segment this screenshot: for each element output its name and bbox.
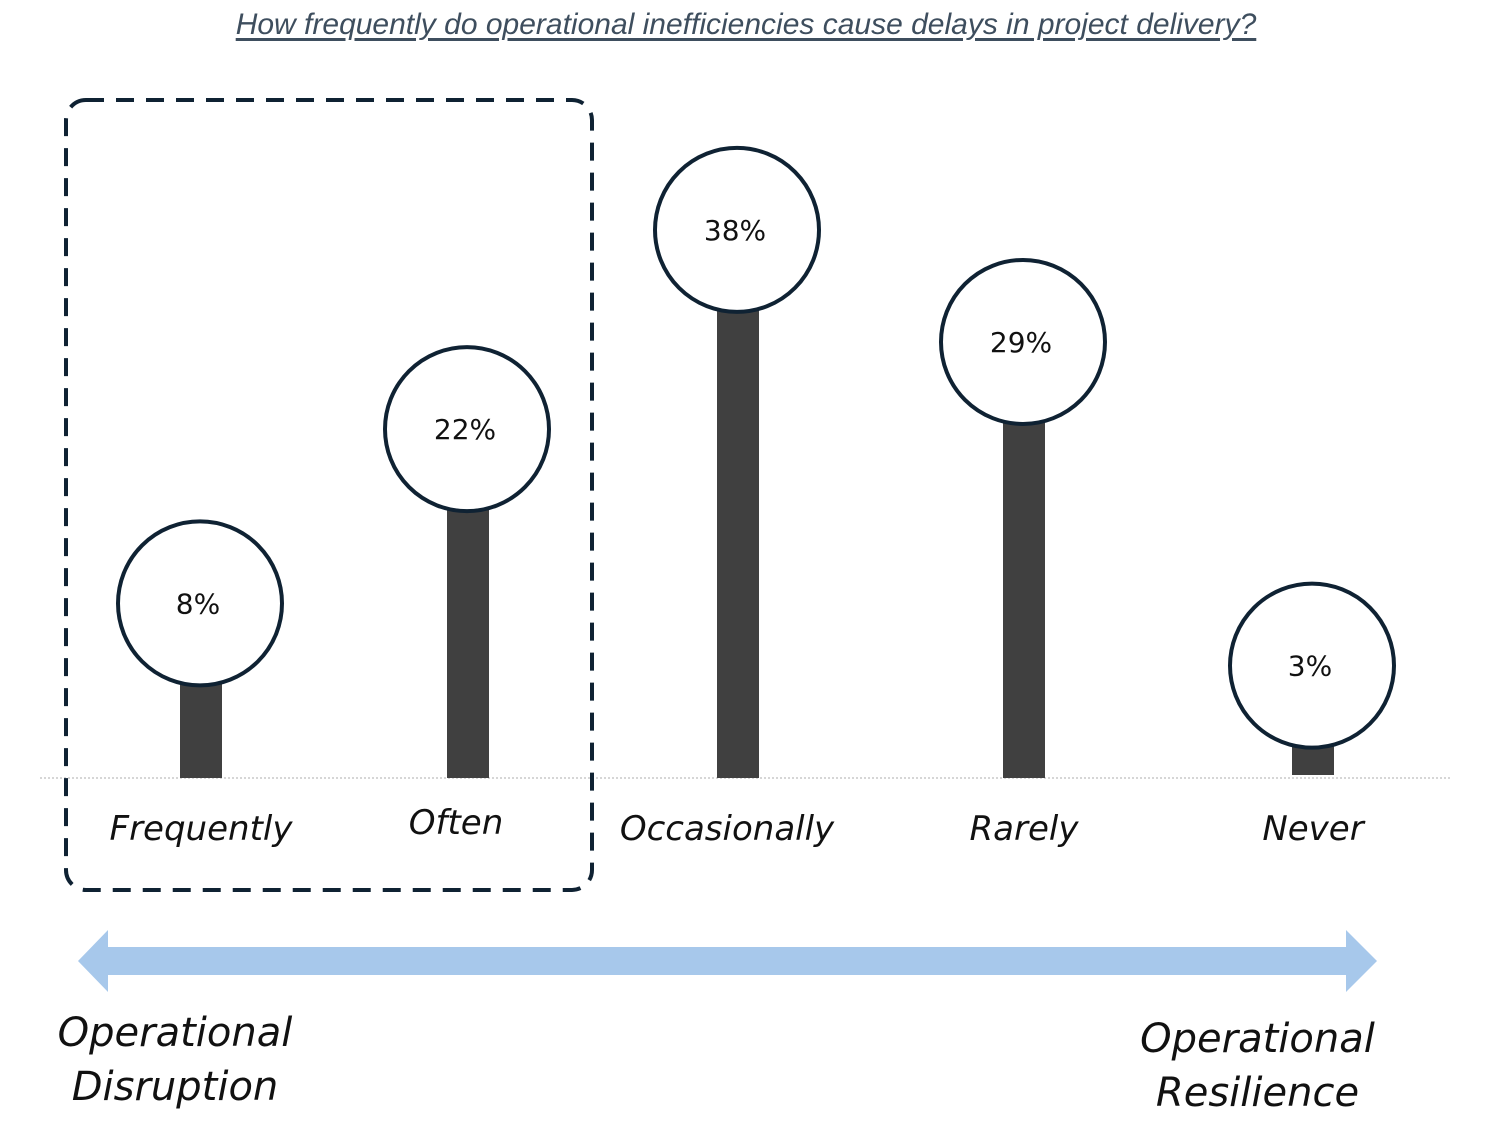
bubble-never [1228,581,1396,750]
scale-label-resilience: Operational Resilience [1135,1012,1380,1120]
scale-label-disruption-line1: Operational [57,1010,293,1056]
category-label-occasionally: Occasionally [620,809,835,849]
bubble-occasionally [653,145,821,314]
data-label-frequently: 8% [176,587,220,620]
bubble-rarely [939,257,1107,426]
data-label-often: 22% [434,413,496,446]
bubble-often [383,345,551,514]
scale-arrow [78,930,1377,992]
bubble-frequently [116,519,284,688]
scale-label-resilience-line2: Resilience [1155,1070,1360,1116]
bar-occasionally [717,306,759,778]
highlight-box [64,98,594,892]
category-label-never: Never [1262,809,1365,849]
chart-title: How frequently do operational inefficien… [235,8,1257,41]
category-label-frequently: Frequently [110,809,294,849]
scale-label-disruption: Operational Disruption [55,1006,295,1114]
data-label-rarely: 29% [990,326,1052,359]
scale-label-disruption-line2: Disruption [71,1064,279,1110]
bar-frequently [180,680,222,778]
data-label-occasionally: 38% [704,214,766,247]
category-label-often: Often [409,803,504,843]
category-label-rarely: Rarely [970,809,1080,849]
data-label-never: 3% [1288,650,1332,683]
bar-often [447,506,489,778]
bar-rarely [1003,418,1045,778]
scale-label-resilience-line1: Operational [1140,1016,1375,1062]
